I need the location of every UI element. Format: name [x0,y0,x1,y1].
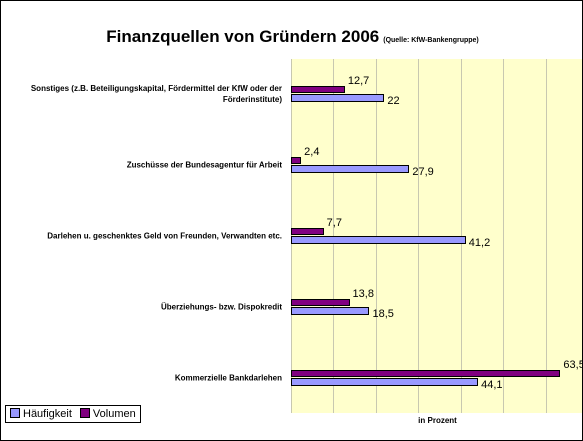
y-tick-label: Kommerzielle Bankdarlehen [174,373,282,383]
data-label: 41,2 [468,237,491,249]
bar [291,236,466,244]
chart-subtitle: (Quelle: KfW-Bankengruppe) [383,37,479,44]
grid-line [545,59,547,413]
y-tick-label: Sonstiges (z.B. Beteiligungskapital, För… [30,84,282,105]
bar [291,377,479,386]
data-label: 12,7 [347,75,370,88]
data-label: 18,5 [372,307,394,320]
grid-line [503,59,505,413]
bar [291,298,350,306]
chart-title-row: Finanzquellen von Gründern 2006 (Quelle: … [1,27,582,47]
bar [291,94,385,103]
data-label: 13,8 [352,287,374,300]
data-label: 63,5 [563,358,583,371]
plot-area: 12,7 22 2,4 27,9 7,7 41,2 13,8 18,5 63,5 44,1 [291,59,583,413]
x-axis-label: in Prozent [418,416,457,425]
legend-swatch [79,408,90,418]
legend-label: Häufigkeit [23,408,72,420]
y-tick-label: Überziehungs- bzw. Dispokredit [160,302,282,312]
legend-item: Häufigkeit [10,408,72,420]
data-label: 22 [387,95,400,108]
bar [291,86,345,94]
legend-label: Volumen [92,408,136,420]
bar [291,157,302,165]
bar [291,306,370,315]
chart-title: Finanzquellen von Gründern 2006 [106,27,380,46]
y-tick-label: Darlehen u. geschenktes Geld von Freunde… [47,231,282,241]
legend-item: Volumen [79,408,136,420]
legend: Häufigkeit Volumen [5,405,141,423]
data-label: 44,1 [481,378,503,391]
bar [291,369,561,377]
y-tick-label: Zuschüsse der Bundesagentur für Arbeit [126,160,282,170]
data-label: 2,4 [304,146,320,159]
data-label: 7,7 [326,217,342,229]
bar [291,165,410,174]
data-label: 27,9 [412,166,434,179]
legend-swatch [10,408,20,418]
bar [291,228,324,235]
